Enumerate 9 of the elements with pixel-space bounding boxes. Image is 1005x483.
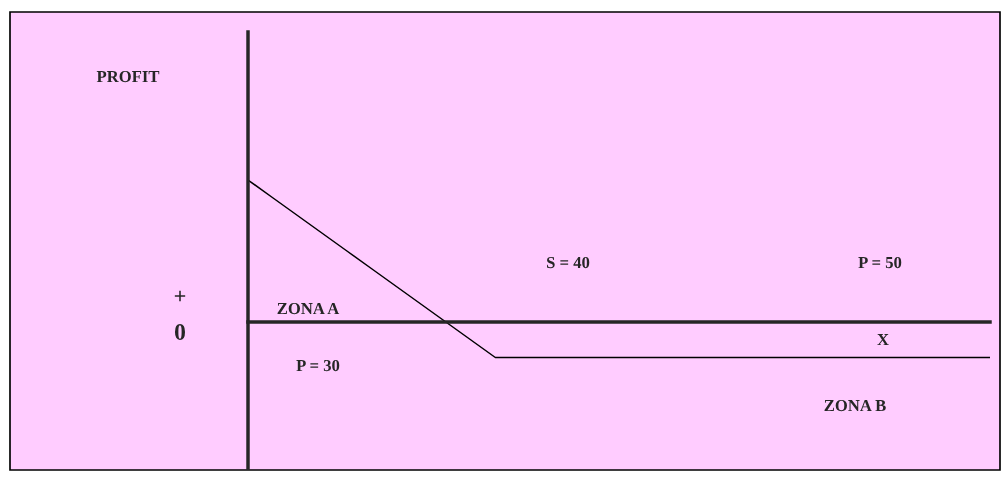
annotation: P = 50: [858, 256, 902, 269]
text: +: [174, 290, 186, 302]
annotation: S = 40: [547, 256, 590, 269]
text: P = 30: [296, 359, 340, 372]
text: 0: [175, 323, 185, 340]
text: ZONA B: [824, 399, 886, 412]
annotation: ZONA A: [277, 302, 340, 315]
annotation: X: [877, 334, 889, 346]
text: PROFIT: [96, 70, 160, 83]
